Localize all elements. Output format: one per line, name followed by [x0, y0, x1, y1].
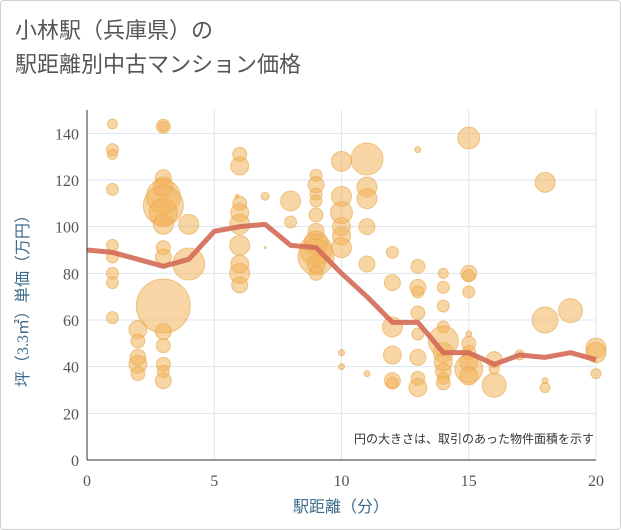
bubble-point	[229, 234, 251, 256]
bubble-point	[106, 148, 118, 160]
x-axis-label: 駅距離（分）	[293, 498, 389, 516]
size-note: 円の大きさは、取引のあった物件面積を示す	[354, 431, 594, 446]
trend-line	[86, 221, 597, 367]
bubble-point	[356, 188, 378, 210]
bubble-point	[155, 338, 171, 354]
bubble-point	[385, 245, 399, 259]
bubble-point	[284, 215, 298, 229]
bubble-point	[130, 366, 146, 382]
bubble-point	[309, 194, 323, 208]
bubble-point	[462, 285, 476, 299]
bubble-point	[410, 305, 426, 321]
bubble-point	[105, 182, 119, 196]
bubble-point	[409, 348, 427, 366]
bubble-point	[263, 246, 267, 250]
bubble-point	[410, 258, 426, 274]
bubble-point	[105, 311, 119, 325]
y-tick-label: 80	[63, 266, 79, 283]
bubble-point	[385, 376, 399, 390]
bubble-point	[436, 299, 450, 313]
bubble-point	[152, 213, 174, 235]
y-tick-label: 140	[55, 126, 79, 143]
y-tick-label: 100	[55, 220, 79, 237]
bubble-point	[338, 349, 345, 357]
bubble-point	[105, 276, 119, 290]
bubble-point	[358, 218, 376, 236]
bubble-point	[106, 118, 118, 130]
y-tick-label: 120	[55, 173, 79, 190]
bubble-point	[178, 213, 200, 235]
bubble-point	[382, 345, 402, 365]
bubble-point	[462, 269, 476, 283]
bubble-point	[230, 156, 250, 176]
bubble-point	[411, 327, 425, 341]
x-tick-label: 20	[588, 473, 604, 490]
bubble-point	[531, 306, 559, 334]
bubble-layer	[105, 118, 607, 398]
bubble-point	[435, 375, 451, 391]
bubble-point	[350, 142, 384, 176]
bubble-point	[383, 274, 401, 292]
bubble-point	[331, 150, 352, 172]
bubble-point	[154, 323, 172, 341]
bubble-point	[308, 207, 324, 223]
x-tick-label: 15	[461, 473, 477, 490]
y-tick-label: 60	[63, 313, 79, 330]
trend-line-layer	[86, 221, 597, 367]
bubble-point	[534, 171, 556, 193]
y-tick-label: 0	[71, 453, 79, 470]
bubble-point	[411, 285, 425, 299]
bubble-point	[331, 237, 352, 259]
x-tick-label: 10	[334, 473, 350, 490]
y-tick-label: 20	[63, 406, 79, 423]
bubble-point	[590, 368, 602, 380]
bubble-point	[408, 378, 428, 398]
chart-title: 小林駅（兵庫県）の 駅距離別中古マンション価格	[15, 19, 302, 78]
bubble-point	[459, 366, 479, 386]
bubble-point	[280, 190, 302, 212]
x-tick-label: 5	[210, 473, 218, 490]
bubble-point	[338, 363, 345, 371]
bubble-point	[154, 372, 172, 390]
axes-layer: 0 5 10 15 20 0 20 40 60 80 100 120 140	[55, 110, 604, 490]
bubble-point	[414, 146, 422, 154]
y-axis-label: 坪（3.3㎡）単価（万円）	[14, 207, 32, 387]
bubble-point	[260, 191, 270, 201]
bubble-point	[558, 298, 584, 324]
bubble-point	[308, 265, 324, 281]
bubble-point	[157, 120, 169, 132]
bubble-point	[231, 276, 249, 294]
bubble-point	[481, 372, 507, 398]
bubble-point	[436, 280, 450, 294]
bubble-point	[457, 126, 481, 150]
bubble-point	[363, 370, 371, 378]
bubble-point	[437, 267, 449, 279]
bubble-point	[539, 382, 551, 394]
y-tick-label: 40	[63, 360, 79, 377]
bubble-point	[358, 255, 376, 273]
bubble-point	[130, 333, 146, 349]
x-tick-label: 0	[83, 473, 91, 490]
